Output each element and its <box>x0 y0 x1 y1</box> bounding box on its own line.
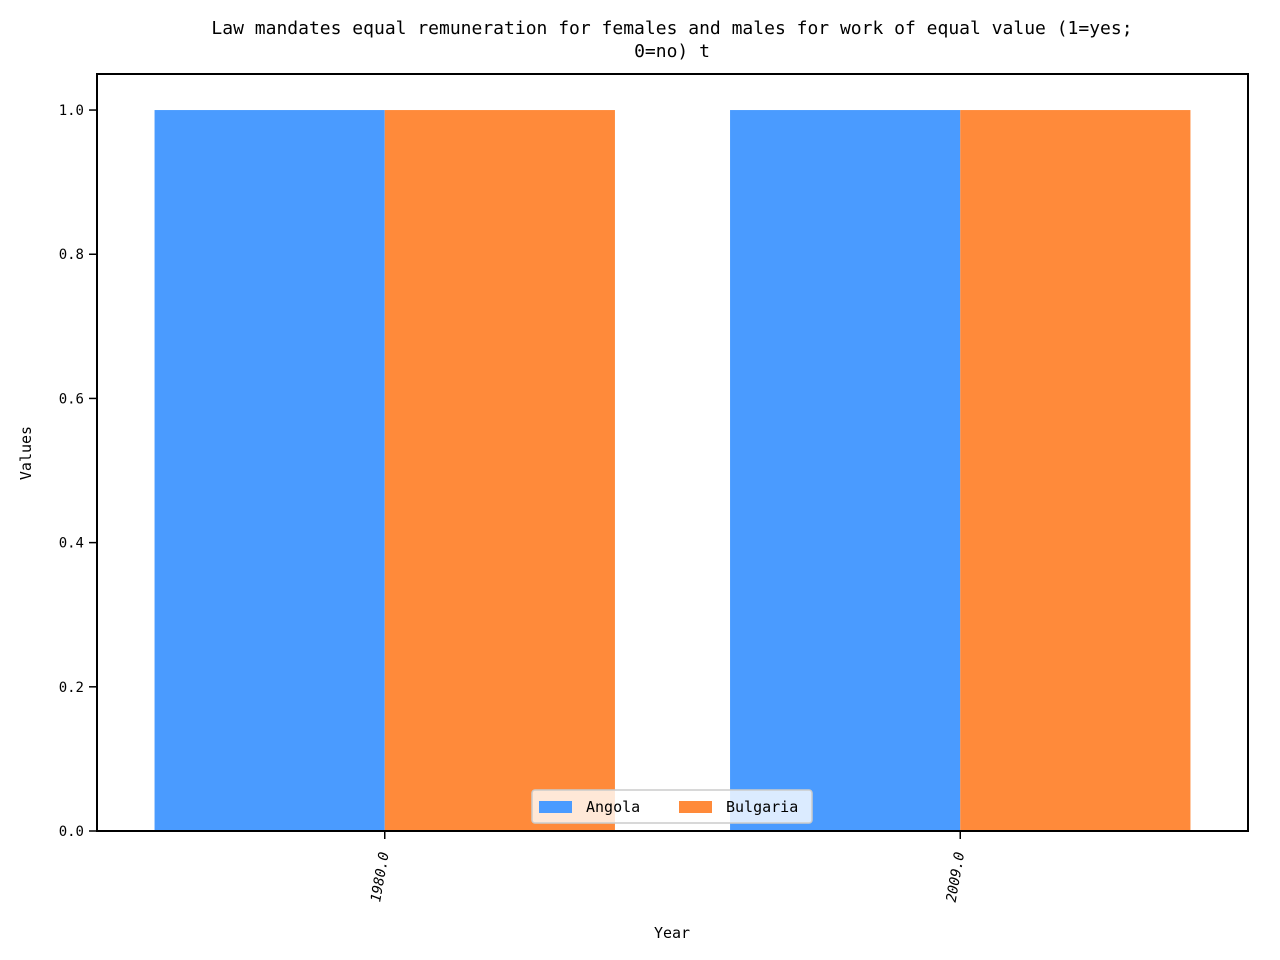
y-axis: 0.0 0.2 0.4 0.6 0.8 1.0 <box>59 103 97 840</box>
y-tick-label: 0.6 <box>59 391 84 407</box>
chart-title: Law mandates equal remuneration for fema… <box>211 18 1132 62</box>
plot-area-frame <box>96 73 1249 832</box>
legend-label-bulgaria: Bulgaria <box>726 798 798 816</box>
bars-group <box>154 110 1191 832</box>
legend-swatch-bulgaria <box>679 801 712 813</box>
x-axis: 1980.0 2009.0 <box>368 831 968 904</box>
chart-title-line-2: 0=no) t <box>634 41 710 62</box>
y-tick-label: 1.0 <box>59 103 84 119</box>
legend: Angola Bulgaria <box>531 789 813 824</box>
chart-title-line-1: Law mandates equal remuneration for fema… <box>211 18 1132 39</box>
legend-label-angola: Angola <box>586 798 640 816</box>
x-tick-label: 2009.0 <box>944 851 969 904</box>
x-tick-label: 1980.0 <box>368 851 393 904</box>
bar-bulgaria-2009.0 <box>960 110 1191 832</box>
y-tick-label: 0.0 <box>59 824 84 840</box>
y-axis-label: Values <box>17 426 35 480</box>
y-tick-label: 0.4 <box>59 536 84 552</box>
bar-angola-2009.0 <box>730 110 961 832</box>
y-tick-label: 0.8 <box>59 247 84 263</box>
legend-box <box>531 789 813 824</box>
y-tick-label: 0.2 <box>59 680 84 696</box>
bar-bulgaria-1980.0 <box>384 110 615 832</box>
bar-angola-1980.0 <box>154 110 385 832</box>
x-axis-label: Year <box>654 924 690 942</box>
legend-swatch-angola <box>539 801 572 813</box>
